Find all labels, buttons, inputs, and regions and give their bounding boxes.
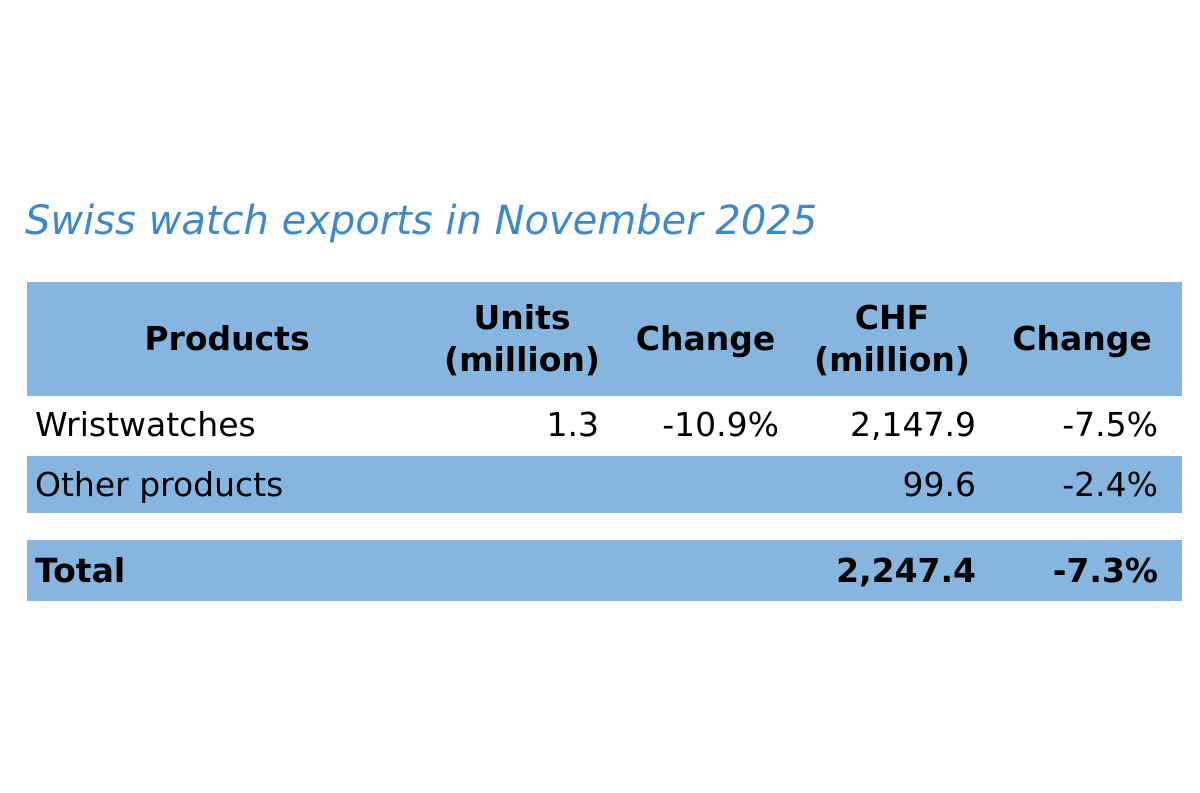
- header-units-line2: (million): [444, 340, 600, 379]
- header-units-line1: Units: [473, 298, 571, 337]
- row-chf-value: 2,147.9: [850, 405, 976, 444]
- header-units-change: Change: [635, 319, 776, 358]
- row-units-value: 1.3: [546, 405, 599, 444]
- header-units: Units (million): [437, 282, 607, 396]
- table-row-wristwatches: Wristwatches 1.3 -10.9% 2,147.9 -7.5%: [27, 396, 1182, 453]
- row-product-label: Wristwatches: [35, 405, 256, 444]
- row-product-label: Other products: [35, 465, 284, 504]
- table-row-total: Total 2,247.4 -7.3%: [27, 540, 1182, 601]
- header-chf-change: Change: [1012, 319, 1152, 358]
- row-chf-change: -7.5%: [1062, 405, 1158, 444]
- total-units-value: [427, 540, 599, 601]
- total-units-change: [599, 540, 779, 601]
- header-chf-line2: (million): [814, 340, 970, 379]
- header-chf-line1: CHF: [854, 298, 930, 337]
- row-units-change: -10.9%: [662, 405, 779, 444]
- header-chf: CHF (million): [807, 282, 977, 396]
- table-row-other-products: Other products 99.6 -2.4%: [27, 456, 1182, 513]
- row-chf-change: -2.4%: [1062, 465, 1158, 504]
- total-chf-change: -7.3%: [1052, 551, 1158, 590]
- header-products: Products: [144, 319, 310, 358]
- table-header-row: Products Units (million) Change CHF (mil…: [27, 282, 1182, 396]
- row-units-value: [427, 456, 599, 513]
- row-units-change: [599, 456, 779, 513]
- total-label: Total: [35, 551, 126, 590]
- page-title: Swiss watch exports in November 2025: [25, 198, 818, 244]
- exports-table: Products Units (million) Change CHF (mil…: [27, 282, 1182, 601]
- total-chf-value: 2,247.4: [836, 551, 976, 590]
- row-chf-value: 99.6: [902, 465, 976, 504]
